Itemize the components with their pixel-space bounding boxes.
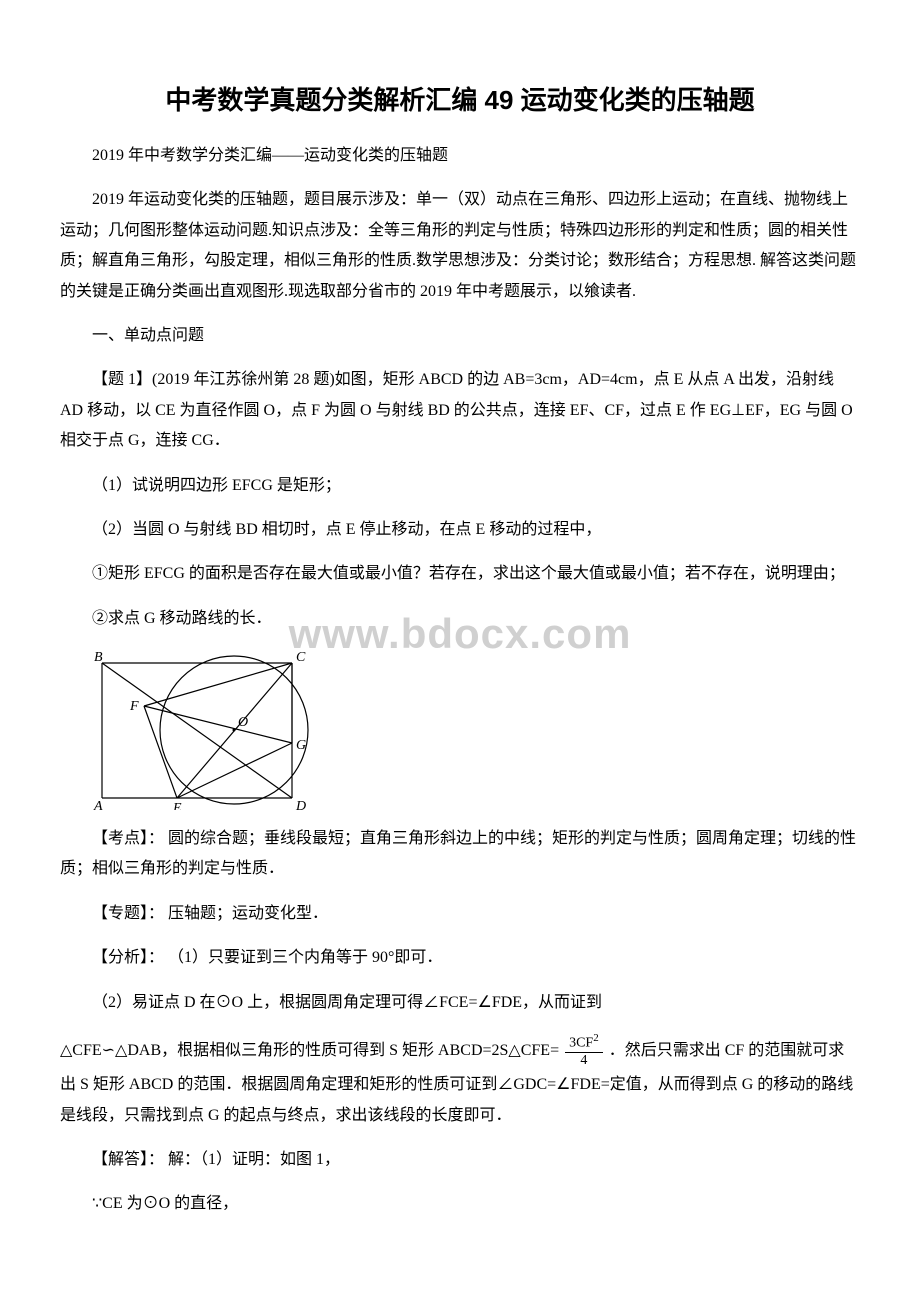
fraction-numerator: 3CF2	[565, 1032, 603, 1053]
topic-tag: 【专题】： 压轴题；运动变化型．	[60, 899, 860, 929]
subquestion-2b: ②求点 G 移动路线的长．	[60, 604, 860, 634]
analysis-1: 【分析】： （1）只要证到三个内角等于 90°即可．	[60, 943, 860, 973]
solution-line: ∵CE 为⊙O 的直径，	[60, 1189, 860, 1219]
svg-text:B: B	[94, 650, 103, 665]
analysis-2a: （2）易证点 D 在⊙O 上，根据圆周角定理可得∠FCE=∠FDE，从而证到	[60, 988, 860, 1018]
svg-text:G: G	[296, 738, 306, 753]
overview-paragraph: 2019 年运动变化类的压轴题，题目展示涉及：单一（双）动点在三角形、四边形上运…	[60, 185, 860, 307]
svg-text:O: O	[238, 715, 248, 730]
geometry-diagram: A B C D E F G O	[92, 648, 320, 810]
svg-text:A: A	[93, 799, 103, 810]
document-content: 中考数学真题分类解析汇编 49 运动变化类的压轴题 2019 年中考数学分类汇编…	[60, 80, 860, 1220]
svg-text:C: C	[296, 650, 306, 665]
section-heading: 一、单动点问题	[60, 321, 860, 351]
analysis-2b-pre: △CFE∽△DAB，根据相似三角形的性质可得到 S 矩形 ABCD=2S△CFE…	[60, 1042, 563, 1059]
analysis-2b: △CFE∽△DAB，根据相似三角形的性质可得到 S 矩形 ABCD=2S△CFE…	[60, 1032, 860, 1131]
svg-text:F: F	[129, 699, 139, 714]
fraction-denominator: 4	[565, 1053, 603, 1070]
question-stem: 【题 1】(2019 年江苏徐州第 28 题)如图，矩形 ABCD 的边 AB=…	[60, 365, 860, 456]
solution-heading: 【解答】： 解：（1）证明：如图 1，	[60, 1145, 860, 1175]
page-title: 中考数学真题分类解析汇编 49 运动变化类的压轴题	[60, 80, 860, 117]
svg-text:E: E	[172, 801, 182, 810]
exam-point: 【考点】： 圆的综合题；垂线段最短；直角三角形斜边上的中线；矩形的判定与性质；圆…	[60, 824, 860, 885]
subquestion-1: （1）试说明四边形 EFCG 是矩形；	[60, 471, 860, 501]
subquestion-2: （2）当圆 O 与射线 BD 相切时，点 E 停止移动，在点 E 移动的过程中，	[60, 515, 860, 545]
intro-line: 2019 年中考数学分类汇编——运动变化类的压轴题	[60, 141, 860, 171]
svg-text:D: D	[295, 799, 306, 810]
fraction: 3CF2 4	[565, 1032, 603, 1070]
subquestion-2a: ①矩形 EFCG 的面积是否存在最大值或最小值？若存在，求出这个最大值或最小值；…	[60, 559, 860, 589]
